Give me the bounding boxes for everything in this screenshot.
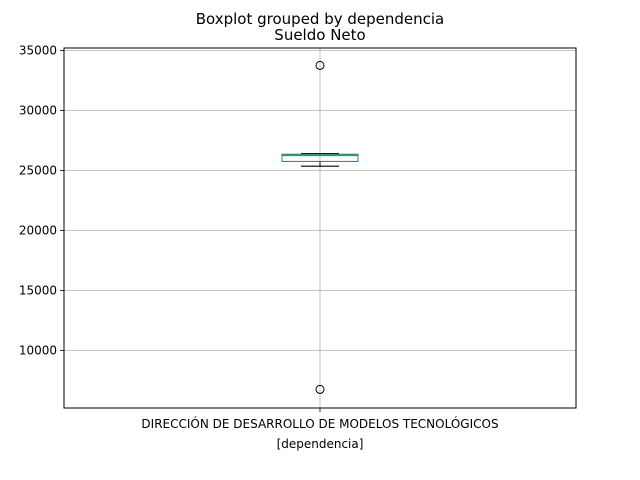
x-axis-label: [dependencia]	[277, 437, 364, 451]
chart-suptitle: Boxplot grouped by dependencia	[196, 10, 445, 28]
box-rect	[281, 153, 359, 162]
outlier-point	[315, 60, 325, 70]
x-tick-label: DIRECCIÓN DE DESARROLLO DE MODELOS TECNO…	[141, 416, 498, 431]
box-element	[281, 60, 359, 394]
chart-title: Sueldo Neto	[274, 26, 365, 44]
y-tick-label: 20000	[19, 223, 57, 237]
y-tick-label: 30000	[19, 103, 57, 117]
y-tick-label: 35000	[19, 43, 57, 57]
box-group	[281, 60, 359, 394]
x-axis: DIRECCIÓN DE DESARROLLO DE MODELOS TECNO…	[141, 408, 499, 431]
grid-lines	[64, 48, 576, 408]
outlier-point	[315, 384, 325, 394]
y-tick-label: 15000	[19, 283, 57, 297]
y-axis: 10000 15000 20000 25000 30000 35000	[19, 43, 64, 357]
y-tick-label: 25000	[19, 163, 57, 177]
y-tick-label: 10000	[19, 343, 57, 357]
